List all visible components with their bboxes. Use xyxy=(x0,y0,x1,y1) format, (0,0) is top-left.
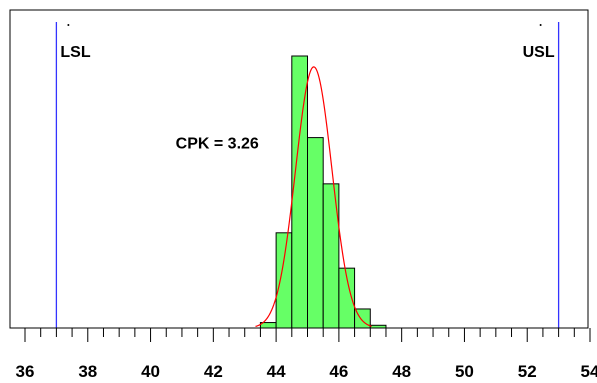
x-tick-label: 36 xyxy=(16,362,35,381)
x-tick-label: 50 xyxy=(455,362,474,381)
cpk-annotation: CPK = 3.26 xyxy=(176,135,259,152)
histogram-bar-1 xyxy=(275,232,293,329)
x-tick-label: 42 xyxy=(204,362,223,381)
x-tick-label: 52 xyxy=(518,362,537,381)
spec-label-usl: USL xyxy=(523,44,555,61)
x-tick-label: 48 xyxy=(392,362,411,381)
histogram-bar-3 xyxy=(307,137,324,329)
x-tick-label: 46 xyxy=(329,362,348,381)
histogram-bars xyxy=(259,55,387,329)
normal-fit-curve xyxy=(255,66,372,328)
spec-marker-dot-lsl xyxy=(67,24,70,26)
spec-label-lsl: LSL xyxy=(60,44,90,61)
x-tick-label: 40 xyxy=(141,362,160,381)
x-tick-label: 44 xyxy=(267,362,286,381)
spec-marker-dot-usl xyxy=(539,24,542,26)
x-axis: 36 38 40 42 44 46 48 50 52 54 xyxy=(10,327,597,381)
x-tick-label: 54 xyxy=(581,362,597,381)
x-tick-label: 38 xyxy=(78,362,97,381)
spec-limit-lines: LSL USL xyxy=(55,22,560,328)
